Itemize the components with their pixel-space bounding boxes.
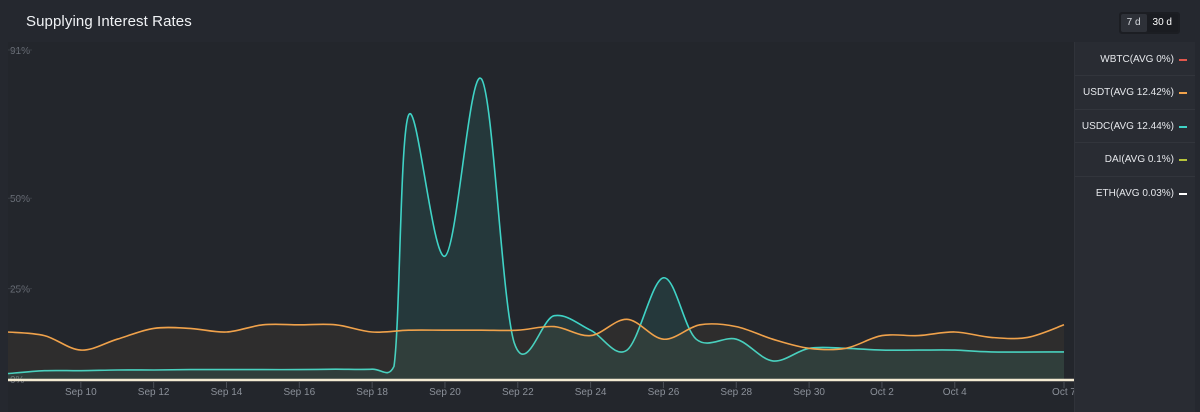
legend-item-usdt[interactable]: USDT(AVG 12.42%) [1083, 87, 1187, 98]
range-30d-button[interactable]: 30 d [1146, 14, 1178, 32]
x-tick-label: Sep 20 [429, 387, 461, 398]
legend-divider [1075, 75, 1195, 76]
legend-label-eth: ETH(AVG 0.03%) [1095, 188, 1174, 199]
legend-swatch-dai [1179, 158, 1187, 161]
series-line-usdt [8, 318, 1065, 351]
legend-divider [1075, 109, 1195, 110]
range-7d-button[interactable]: 7 d [1120, 14, 1147, 32]
range-toggle: 7 d 30 d [1118, 12, 1180, 34]
y-tick-label: 50% [10, 194, 30, 205]
legend-label-dai: DAI(AVG 0.1%) [1104, 154, 1174, 165]
y-tick-label: 91% [10, 46, 30, 57]
x-tick-label: Oct 2 [870, 387, 894, 398]
series-area-usdt [8, 319, 1064, 379]
x-tick-label: Sep 14 [211, 387, 243, 398]
legend-swatch-wbtc [1179, 58, 1187, 61]
legend: WBTC(AVG 0%) USDT(AVG 12.42%) USDC(AVG 1… [1074, 42, 1195, 412]
series-line-usdc [8, 77, 1065, 375]
x-tick-label: Oct 4 [943, 387, 967, 398]
legend-swatch-usdc [1179, 125, 1187, 128]
x-tick-label: Sep 28 [720, 387, 752, 398]
legend-item-dai[interactable]: DAI(AVG 0.1%) [1105, 154, 1187, 165]
x-tick-label: Sep 26 [648, 387, 680, 398]
legend-item-usdc[interactable]: USDC(AVG 12.44%) [1082, 121, 1187, 132]
legend-divider [1075, 142, 1195, 143]
x-tick-label: Sep 30 [793, 387, 825, 398]
x-tick-label: Sep 12 [138, 387, 170, 398]
page-title: Supplying Interest Rates [26, 13, 192, 30]
legend-item-eth[interactable]: ETH(AVG 0.03%) [1096, 188, 1187, 199]
x-tick-label: Oct 7 [1052, 387, 1074, 398]
x-tick-label: Sep 18 [356, 387, 388, 398]
x-tick-label: Sep 24 [575, 387, 607, 398]
x-tick-label: Sep 22 [502, 387, 534, 398]
legend-label-wbtc: WBTC(AVG 0%) [1100, 54, 1174, 65]
legend-item-wbtc[interactable]: WBTC(AVG 0%) [1100, 54, 1187, 65]
legend-swatch-eth [1179, 192, 1187, 195]
y-tick-label: 25% [10, 285, 30, 296]
legend-label-usdc: USDC(AVG 12.44%) [1081, 121, 1174, 132]
legend-swatch-usdt [1179, 91, 1187, 94]
x-tick-label: Sep 10 [65, 387, 97, 398]
legend-divider [1075, 176, 1195, 177]
x-tick-label: Sep 16 [283, 387, 315, 398]
legend-label-usdt: USDT(AVG 12.42%) [1083, 87, 1174, 98]
